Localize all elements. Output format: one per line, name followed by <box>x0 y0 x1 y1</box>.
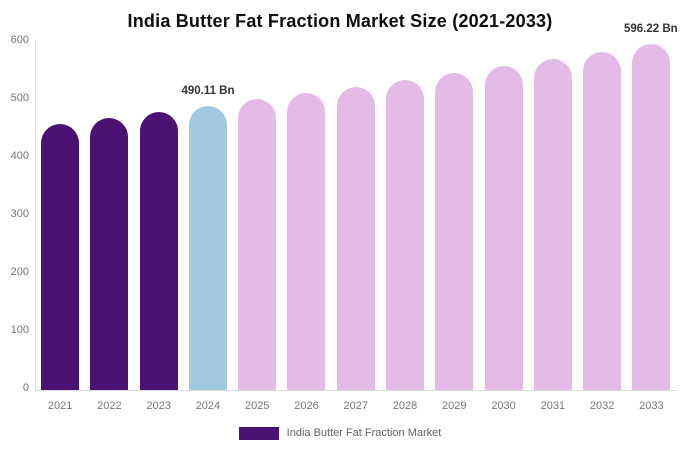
x-axis-label-2029: 2029 <box>442 400 467 412</box>
y-axis-tick-500: 500 <box>10 92 29 104</box>
bar-2032[interactable] <box>583 51 622 390</box>
x-axis-label-2021: 2021 <box>47 400 73 412</box>
bar-2021[interactable] <box>41 123 80 390</box>
x-axis-label-2024: 2024 <box>195 400 221 412</box>
bar-2031[interactable] <box>533 58 572 390</box>
bar-2022[interactable] <box>90 117 129 390</box>
y-axis-tick-0: 0 <box>22 382 29 394</box>
value-label-2033: 596.22 Bn <box>624 23 678 36</box>
legend-swatch <box>238 427 279 440</box>
bar-2027[interactable] <box>336 86 375 390</box>
y-axis-tick-600: 600 <box>10 34 29 46</box>
bar-2023[interactable] <box>139 111 178 390</box>
chart-title: India Butter Fat Fraction Market Size (2… <box>127 11 553 31</box>
legend-item[interactable]: India Butter Fat Fraction Market <box>0 427 680 440</box>
x-axis-label-2032: 2032 <box>589 400 615 412</box>
y-axis-tick-100: 100 <box>10 324 29 336</box>
x-axis-label-2023: 2023 <box>146 400 171 412</box>
x-axis-label-2031: 2031 <box>540 400 566 412</box>
y-axis-tick-300: 300 <box>10 208 29 220</box>
y-axis-tick-200: 200 <box>10 266 29 278</box>
x-axis-label-2033: 2033 <box>639 400 664 412</box>
bar-2033[interactable] <box>632 44 671 390</box>
x-axis-label-2022: 2022 <box>97 400 122 412</box>
value-label-2024: 490.11 Bn <box>181 84 235 97</box>
y-axis-line <box>35 42 36 391</box>
x-axis-label-2030: 2030 <box>491 400 516 412</box>
x-axis-line <box>35 390 677 391</box>
bar-2028[interactable] <box>386 79 425 390</box>
bar-2025[interactable] <box>238 99 277 390</box>
y-axis-tick-400: 400 <box>10 150 29 162</box>
x-axis-label-2025: 2025 <box>244 400 270 412</box>
bar-2030[interactable] <box>484 66 523 390</box>
x-axis-label-2027: 2027 <box>343 400 368 412</box>
x-axis-label-2026: 2026 <box>294 400 319 412</box>
x-axis-label-2028: 2028 <box>392 400 418 412</box>
legend-label: India Butter Fat Fraction Market <box>286 427 442 439</box>
bar-2029[interactable] <box>435 73 474 390</box>
bar-2024[interactable] <box>188 105 227 390</box>
bar-2026[interactable] <box>287 93 326 390</box>
